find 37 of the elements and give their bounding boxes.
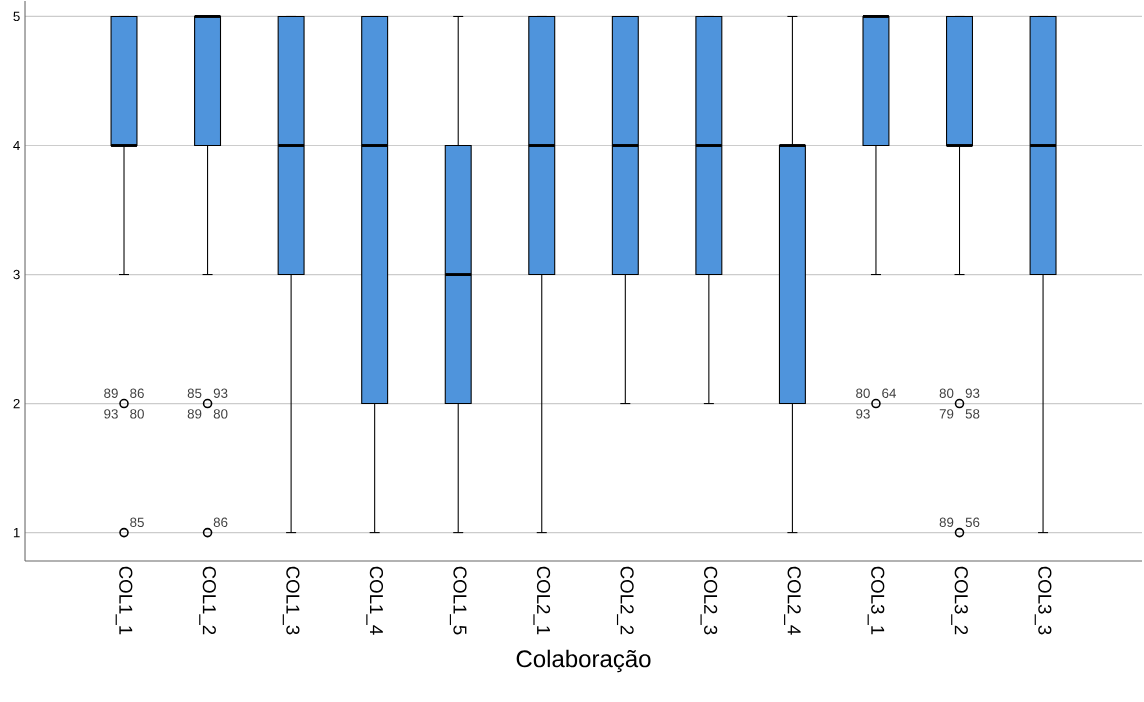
x-tick-label: COL1_1: [115, 566, 133, 635]
x-tick-label: COL1_3: [282, 566, 300, 635]
x-tick-label: COL2_4: [784, 566, 801, 635]
x-tick-label: COL1_4: [366, 566, 384, 635]
annotation: 93: [213, 388, 228, 398]
x-tick-label: COL3_2: [951, 566, 968, 635]
annotation: 80: [939, 388, 954, 398]
annotation: 85: [130, 517, 144, 527]
annotation: 93: [965, 388, 980, 398]
annotation: 89: [187, 409, 202, 419]
annotation: 86: [130, 388, 144, 398]
x-tick-label: COL3_1: [867, 566, 885, 635]
x-axis-title: Colaboração: [516, 649, 651, 673]
annotation: 80: [856, 388, 870, 398]
y-tick-label: 1: [13, 528, 20, 538]
annotation: 86: [213, 517, 228, 527]
x-tick-label: COL3_3: [1034, 566, 1052, 635]
x-tick-label: COL2_3: [700, 566, 718, 635]
annotation: 89: [939, 517, 954, 527]
annotation: 58: [965, 409, 980, 419]
annotation: 85: [187, 388, 202, 398]
x-tick-label: COL1_5: [449, 566, 467, 635]
annotation: 93: [104, 409, 118, 419]
x-tick-label: COL2_2: [616, 566, 634, 635]
annotation: 56: [965, 517, 980, 527]
annotation: 79: [939, 409, 954, 419]
y-tick-label: 3: [13, 269, 20, 280]
annotation: 89: [104, 388, 118, 398]
annotation: 64: [882, 388, 896, 398]
y-tick-label: 5: [13, 11, 20, 22]
x-tick-label: COL1_2: [199, 566, 216, 635]
annotation: 80: [213, 409, 228, 419]
annotation: 80: [130, 409, 144, 419]
y-tick-label: 4: [13, 140, 20, 151]
x-tick-label: COL2_1: [533, 566, 551, 635]
y-tick-label: 2: [13, 398, 20, 409]
annotation: 93: [856, 409, 870, 419]
